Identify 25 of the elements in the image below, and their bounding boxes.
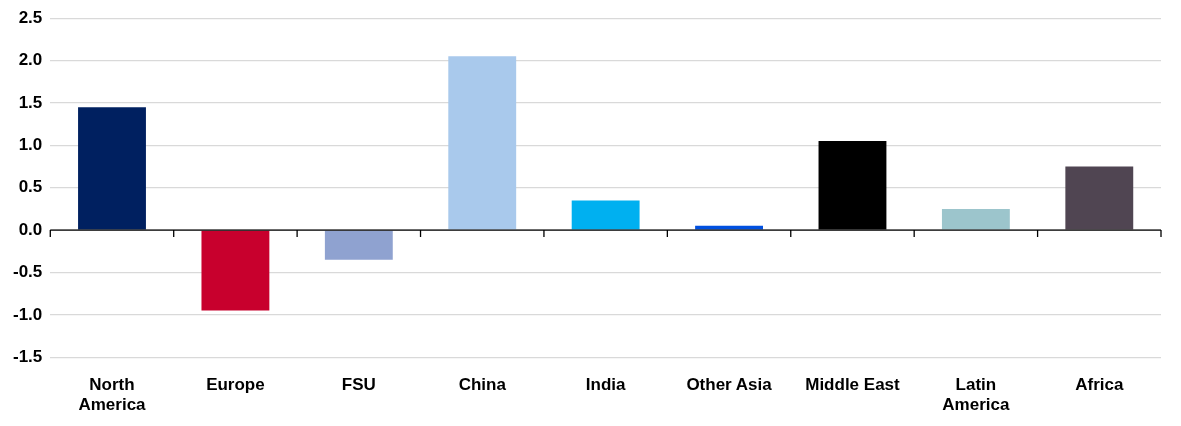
y-tick-label: -0.5 [13, 262, 43, 282]
x-tick-label: FSU [341, 375, 376, 395]
y-tick-label: -1.5 [13, 346, 43, 366]
y-tick-label: 1.0 [18, 135, 43, 155]
y-tick-label: 0.5 [18, 177, 43, 197]
y-tick-label: 2.5 [18, 7, 43, 27]
bar [448, 56, 517, 230]
y-tick-label: 0.0 [18, 219, 43, 239]
y-tick-label: 1.5 [18, 92, 43, 112]
bar [1065, 166, 1134, 230]
x-tick-label: India [585, 375, 627, 395]
y-tick-label: 2.0 [18, 50, 43, 70]
x-tick-label: Africa [1075, 375, 1124, 395]
bar [941, 208, 1010, 230]
x-tick-label: Europe [206, 375, 265, 395]
bar [201, 230, 270, 311]
x-tick-label: North America [78, 375, 147, 415]
x-tick-label: Latin America [942, 375, 1010, 415]
x-tick-label: Other Asia [686, 375, 773, 395]
x-tick-label: China [458, 375, 507, 395]
bar [571, 200, 640, 230]
y-tick-label: -1.0 [13, 304, 43, 324]
x-tick-label: Middle East [805, 375, 901, 395]
bar [78, 107, 146, 230]
bar [324, 230, 393, 260]
